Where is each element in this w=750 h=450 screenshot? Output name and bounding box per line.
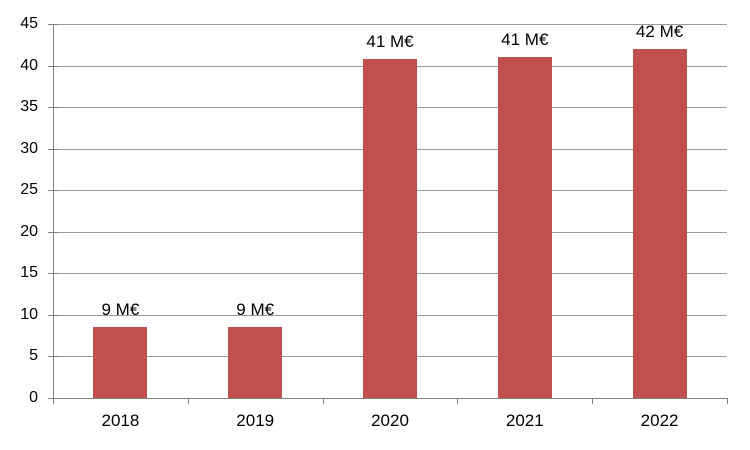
x-axis-tick xyxy=(592,398,594,404)
bar-value-label: 41 M€ xyxy=(501,30,549,50)
gridline xyxy=(53,24,727,25)
y-axis-line xyxy=(53,24,54,404)
bar-value-label: 9 M€ xyxy=(236,299,275,319)
y-axis-tick-label: 45 xyxy=(20,15,38,32)
y-axis-tick-label: 10 xyxy=(20,306,38,323)
y-axis-tick-label: 30 xyxy=(20,140,38,157)
bar-2022 xyxy=(632,48,687,398)
y-axis-tick-label: 40 xyxy=(20,57,38,74)
bar-value-label: 42 M€ xyxy=(635,21,684,41)
bar-2019 xyxy=(228,326,283,398)
x-axis-label: 2021 xyxy=(505,411,544,430)
bar-2018 xyxy=(93,326,148,398)
bar-2021 xyxy=(497,57,552,398)
y-axis-tick-label: 35 xyxy=(20,98,38,115)
y-axis-tick-label: 5 xyxy=(29,347,38,364)
x-axis-label: 2019 xyxy=(236,411,275,430)
y-axis-tick-label: 25 xyxy=(20,181,38,198)
bar-value-label: 9 M€ xyxy=(101,299,140,319)
y-axis-tick-label: 20 xyxy=(20,223,38,240)
x-axis-label: 2020 xyxy=(371,411,409,430)
x-axis-label: 2022 xyxy=(640,411,679,430)
bar-value-label: 41 M€ xyxy=(366,31,414,51)
x-axis-tick xyxy=(187,398,189,404)
y-axis-tick-label: 0 xyxy=(29,389,38,406)
x-axis-tick xyxy=(727,398,728,404)
x-axis-label: 2018 xyxy=(101,411,140,430)
bar-2020 xyxy=(363,58,417,398)
x-axis-line xyxy=(53,398,727,399)
x-axis-tick xyxy=(322,398,324,404)
y-axis-tick-label: 15 xyxy=(20,264,38,281)
x-axis-tick xyxy=(457,398,459,404)
